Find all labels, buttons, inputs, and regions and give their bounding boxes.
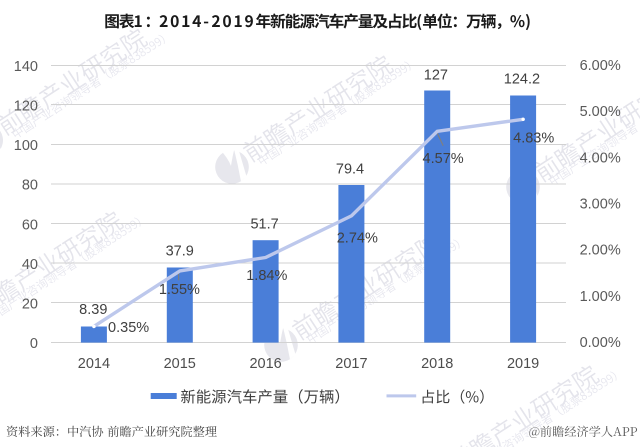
svg-text:0: 0 — [30, 336, 38, 352]
svg-text:2018: 2018 — [421, 356, 453, 372]
svg-text:60: 60 — [22, 217, 38, 233]
svg-text:37.9: 37.9 — [166, 243, 194, 259]
svg-text:2017: 2017 — [335, 356, 367, 372]
svg-text:120: 120 — [14, 98, 38, 114]
svg-text:0.35%: 0.35% — [108, 320, 149, 336]
svg-text:2.74%: 2.74% — [337, 231, 378, 247]
svg-text:1.00%: 1.00% — [580, 289, 621, 305]
svg-text:1.84%: 1.84% — [246, 268, 287, 284]
svg-text:79.4: 79.4 — [336, 162, 364, 178]
svg-text:140: 140 — [14, 59, 38, 75]
svg-text:2015: 2015 — [164, 356, 196, 372]
svg-text:100: 100 — [14, 138, 38, 154]
svg-text:80: 80 — [22, 178, 38, 194]
svg-text:40: 40 — [22, 257, 38, 273]
svg-text:2019: 2019 — [507, 356, 539, 372]
svg-text:1.55%: 1.55% — [159, 282, 200, 298]
svg-text:3.00%: 3.00% — [580, 197, 621, 213]
svg-text:5.00%: 5.00% — [580, 104, 621, 120]
svg-text:4.83%: 4.83% — [513, 131, 554, 147]
svg-text:0.00%: 0.00% — [580, 335, 621, 351]
svg-text:8.39: 8.39 — [79, 302, 107, 318]
svg-text:2.00%: 2.00% — [580, 243, 621, 259]
svg-text:51.7: 51.7 — [250, 216, 278, 232]
svg-text:4.00%: 4.00% — [580, 150, 621, 166]
svg-text:2014: 2014 — [78, 356, 110, 372]
svg-text:124.2: 124.2 — [504, 71, 540, 87]
svg-text:127: 127 — [424, 68, 448, 84]
svg-text:20: 20 — [22, 297, 38, 313]
svg-text:2016: 2016 — [249, 356, 281, 372]
svg-text:6.00%: 6.00% — [580, 58, 621, 74]
svg-text:4.57%: 4.57% — [423, 151, 464, 167]
